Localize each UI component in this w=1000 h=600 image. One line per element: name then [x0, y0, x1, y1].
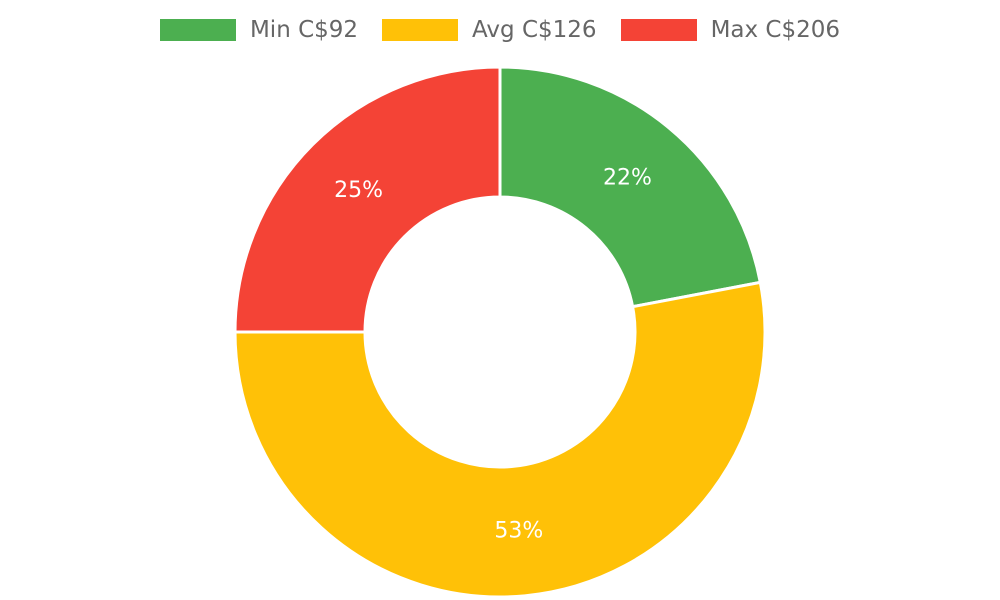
legend-swatch-max [620, 19, 697, 41]
chart-legend: Min C$92 Avg C$126 Max C$206 [0, 17, 1000, 43]
legend-swatch-min [159, 19, 236, 41]
legend-item-max[interactable]: Max C$206 [620, 17, 841, 43]
legend-label-max: Max C$206 [710, 17, 841, 43]
legend-label-min: Min C$92 [249, 17, 359, 43]
slice-max[interactable] [233, 65, 502, 334]
slice-label-avg: 53% [494, 519, 543, 544]
slice-label-min: 22% [603, 165, 652, 190]
slice-label-max: 25% [334, 178, 383, 203]
legend-label-avg: Avg C$126 [472, 17, 597, 43]
slice-min[interactable] [498, 65, 763, 309]
slice-avg[interactable] [233, 280, 767, 599]
legend-item-min[interactable]: Min C$92 [159, 17, 359, 43]
legend-swatch-avg [382, 19, 459, 41]
legend-item-avg[interactable]: Avg C$126 [382, 17, 597, 43]
